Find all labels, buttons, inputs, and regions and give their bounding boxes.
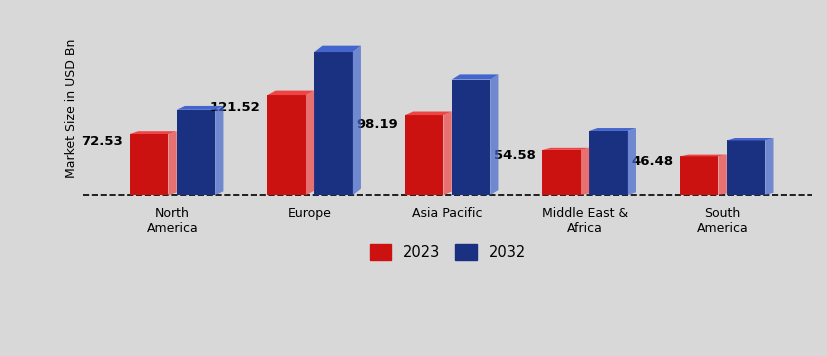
Polygon shape — [215, 106, 223, 195]
Bar — [130, 134, 169, 195]
Polygon shape — [306, 91, 314, 195]
Polygon shape — [130, 131, 177, 134]
Polygon shape — [177, 106, 223, 110]
Legend: 2023, 2032: 2023, 2032 — [364, 238, 532, 266]
Bar — [727, 141, 765, 195]
Polygon shape — [719, 155, 727, 195]
Text: 98.19: 98.19 — [356, 118, 398, 131]
Text: 46.48: 46.48 — [631, 155, 673, 168]
Text: 54.58: 54.58 — [494, 149, 536, 162]
Polygon shape — [452, 74, 499, 80]
Bar — [177, 110, 215, 195]
Bar — [543, 150, 581, 195]
Polygon shape — [765, 138, 773, 195]
Polygon shape — [314, 46, 361, 52]
Polygon shape — [628, 128, 636, 195]
Bar — [452, 80, 490, 195]
Bar — [314, 52, 352, 195]
Polygon shape — [680, 155, 727, 156]
Polygon shape — [490, 74, 499, 195]
Polygon shape — [267, 91, 314, 95]
Polygon shape — [443, 111, 452, 195]
Text: 121.52: 121.52 — [210, 101, 261, 114]
Y-axis label: Market Size in USD Bn: Market Size in USD Bn — [65, 38, 78, 178]
Polygon shape — [169, 131, 177, 195]
Polygon shape — [581, 148, 589, 195]
Bar — [267, 95, 306, 195]
Bar — [589, 131, 628, 195]
Polygon shape — [589, 128, 636, 131]
Text: 72.53: 72.53 — [81, 135, 123, 148]
Bar — [680, 156, 719, 195]
Polygon shape — [543, 148, 589, 150]
Bar — [405, 115, 443, 195]
Polygon shape — [352, 46, 361, 195]
Polygon shape — [405, 111, 452, 115]
Polygon shape — [727, 138, 773, 141]
